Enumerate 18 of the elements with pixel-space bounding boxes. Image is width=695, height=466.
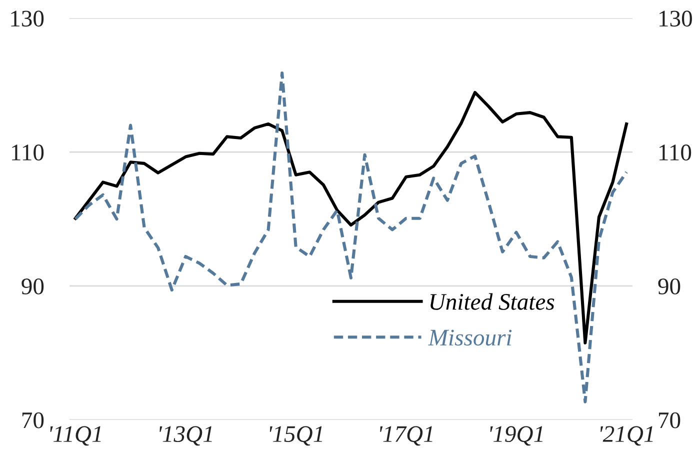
x-tick-label: '13Q1 (160, 426, 212, 446)
y-tick-label: 70 (22, 412, 44, 428)
y2-tick-label: 90 (658, 278, 680, 294)
y-tick-label: 110 (12, 144, 44, 160)
y2-tick-label: 70 (659, 412, 680, 428)
x-tick-label: '11Q1 (50, 426, 101, 446)
y2-tick-label: 110 (660, 144, 692, 160)
x-tick-label: '21Q1 (600, 426, 653, 446)
y-tick-label: 130 (11, 10, 44, 27)
legend-label: United States (430, 293, 554, 310)
line-series (74, 90, 628, 344)
y-tick-label: 90 (22, 278, 44, 294)
line-series (74, 72, 628, 404)
x-tick-label: '19Q1 (490, 426, 543, 446)
y2-tick-label: 130 (660, 10, 692, 27)
x-tick-label: '15Q1 (270, 426, 322, 446)
legend-label: Missouri (428, 330, 512, 346)
x-tick-label: '17Q1 (380, 426, 432, 446)
